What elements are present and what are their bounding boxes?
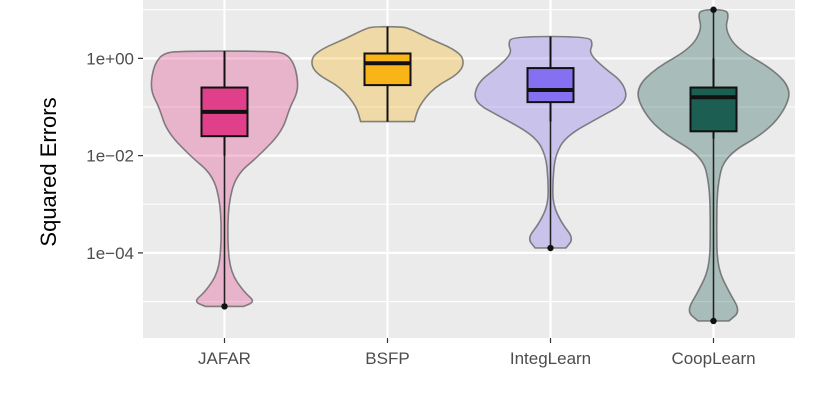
- x-tick-label-integlearn: IntegLearn: [510, 349, 591, 368]
- x-axis: JAFAR BSFP IntegLearn CoopLearn: [198, 338, 756, 368]
- x-tick-label-cooplearn: CoopLearn: [671, 349, 755, 368]
- y-axis: 1e+00 1e−02 1e−04: [86, 49, 143, 263]
- violin-group-cooplearn: [637, 6, 790, 325]
- box-bsfp: [363, 52, 412, 87]
- y-tick-label: 1e+00: [86, 49, 134, 68]
- violin-group-integlearn: [474, 35, 627, 252]
- violin-layer: [150, 6, 790, 325]
- y-axis-title: Squared Errors: [36, 97, 61, 246]
- x-tick-label-jafar: JAFAR: [198, 349, 251, 368]
- outlier-point-integlearn: [547, 244, 554, 252]
- violin-group-jafar: [150, 50, 299, 310]
- box-integlearn: [526, 67, 575, 104]
- box-cooplearn: [689, 86, 738, 133]
- outlier-point-jafar: [221, 303, 228, 310]
- x-tick-label-bsfp: BSFP: [365, 349, 409, 368]
- panel-background: [143, 0, 795, 338]
- outlier-point-cooplearn: [710, 317, 717, 325]
- outlier-point-cooplearn: [710, 6, 717, 13]
- violin-group-bsfp: [311, 25, 464, 123]
- y-tick-label: 1e−04: [86, 244, 134, 263]
- y-tick-label: 1e−02: [86, 147, 134, 166]
